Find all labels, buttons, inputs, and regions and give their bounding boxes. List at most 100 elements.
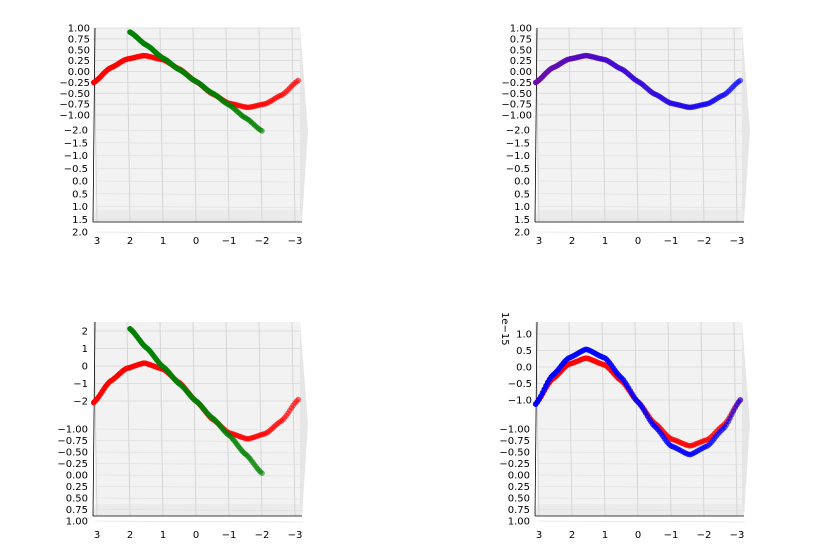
x-tick-label: 0 [193,530,199,541]
x-tick-label: −3 [730,530,745,541]
data-point [127,326,133,332]
grid-line-y [94,440,304,442]
x-tick-label: −1 [222,236,237,247]
y-tick-label: −0.75 [499,436,530,447]
z-tick-label: 0.25 [68,56,90,67]
x-tick-label: 1 [602,236,608,247]
grid-line-y [94,167,304,170]
grid-line-y [94,451,304,454]
grid-line-y [536,520,746,523]
grid-line-y [94,463,304,465]
z-tick-label: 1.00 [510,24,532,35]
y-tick-label: 0.5 [72,189,88,200]
x-tick-label: 2 [569,236,575,247]
side-pane [742,322,750,516]
x-tick-label: 0 [193,236,199,247]
z-tick-label: 1.0 [516,330,532,341]
grid-line-x [733,321,738,517]
z-tick-label: −0.5 [508,379,532,390]
grid-line-y [94,218,304,221]
side-pane [742,28,750,222]
grid-line-y [94,509,304,511]
series-0 [532,52,744,111]
grid-line-y [536,180,746,183]
y-tick-label: 0.25 [508,482,530,493]
z-tick-label: 0.0 [516,363,532,374]
panel-bottom-left: 3 2 1 0 −1 −2 −3 2 1 0 −1 −2 −1.00−0.75−0.50−0.250.0… [57,321,308,541]
grid-line-y [94,142,304,145]
grid-line-y [94,129,304,132]
data-point [90,79,97,86]
z-tick-label: 1.00 [68,24,90,35]
x-tick-label: 1 [160,530,166,541]
grid-line-y [536,231,746,234]
z-tick-label: −0.75 [501,100,532,111]
y-tick-label: −1.5 [506,138,530,149]
z-tick-label: −1.00 [59,111,90,122]
grid-line-x [291,321,296,517]
z-tick-label: 2 [82,327,88,338]
y-tick-label: −0.5 [506,164,530,175]
y-tick-label: 0.0 [72,177,88,188]
grid-line-y [536,155,746,157]
grid-line-x [159,321,164,517]
series-1 [127,326,265,476]
grid-line-y [94,231,304,234]
grid-line-y [94,497,304,500]
grid-line-y [536,193,746,196]
x-tick-label: 0 [635,530,641,541]
y-tick-label: −0.25 [57,459,88,470]
y-tick-label: 2.0 [514,228,530,239]
x-tick-label: 3 [536,236,542,247]
y-tick-label: −0.50 [499,448,530,459]
grid-line-y [94,193,304,196]
panel-top-left: 3 2 1 0 −1 −2 −31.000.750.500.250.00−0.25−0.50… [59,24,308,247]
z-tick-label: 0.00 [510,67,532,78]
z-tick-label: 0.50 [68,45,90,56]
x-tick-label: −3 [288,236,303,247]
z-tick-label: 0.25 [510,56,532,67]
y-tick-label: −1.0 [64,151,88,162]
y-tick-label: 0.5 [514,189,530,200]
grid-line-y [536,509,746,511]
x-tick-label: 3 [536,530,542,541]
z-tick-label: −0.50 [59,89,90,100]
z-tick-label: −1.00 [501,111,532,122]
x-tick-label: 1 [160,236,166,247]
z-tick-label: 0.75 [68,34,90,45]
grid-line-x [634,321,639,517]
data-point [532,79,539,86]
y-tick-label: −1.0 [506,151,530,162]
side-pane [300,322,308,516]
z-tick-label: 0.75 [510,34,532,45]
grid-line-y [536,142,746,145]
y-tick-label: 0.0 [514,177,530,188]
y-tick-label: 1.5 [72,215,88,226]
y-tick-label: 0.00 [66,471,88,482]
y-tick-label: 0.50 [508,494,530,505]
grid-line-x [667,321,672,517]
y-tick-label: −0.50 [57,448,88,459]
z-axis-line [92,321,96,517]
x-tick-label: 3 [94,236,100,247]
y-tick-label: 0.00 [508,471,530,482]
z-axis-line [534,321,538,517]
back-pane [95,28,300,210]
grid-line-y [536,497,746,500]
z-tick-label: −1 [73,379,88,390]
z-tick-label: −2 [73,397,88,408]
z-tick-label: −0.75 [59,100,90,111]
y-tick-label: 1.5 [514,215,530,226]
grid-line-y [536,206,746,208]
y-tick-label: −2.0 [506,126,530,137]
x-tick-label: −1 [664,530,679,541]
grid-line-x [225,321,230,517]
grid-line-y [536,474,746,477]
grid-line-y [536,218,746,221]
back-pane [95,322,300,504]
grid-line-y [536,167,746,170]
x-tick-label: −3 [730,236,745,247]
data-point [90,399,97,406]
